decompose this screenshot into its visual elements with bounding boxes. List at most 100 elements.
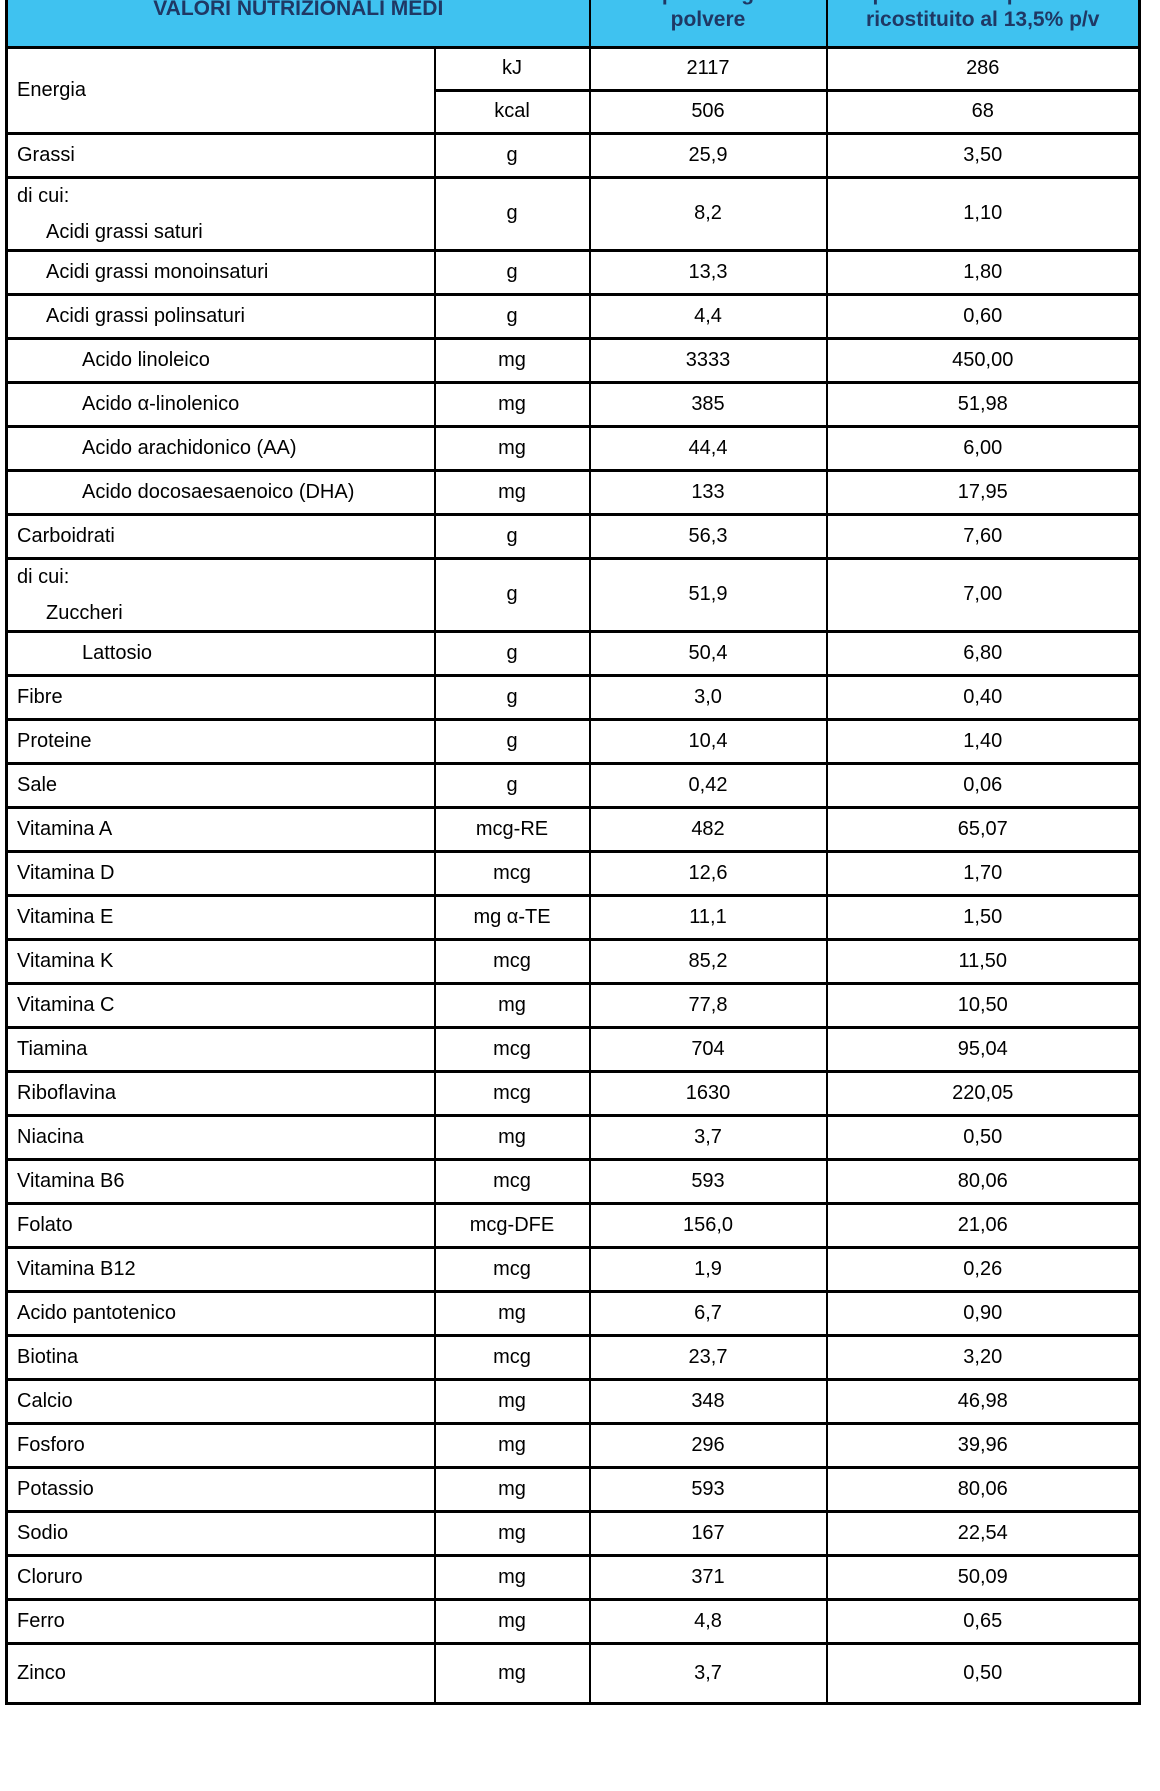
row-value-reconstituted: 0,90 — [825, 1289, 1141, 1337]
row-value-reconstituted: 3,20 — [825, 1333, 1141, 1381]
row-unit: mcg-RE — [433, 805, 591, 853]
row-unit: mg α-TE — [433, 893, 591, 941]
row-value-reconstituted: 0,26 — [825, 1245, 1141, 1293]
row-value-reconstituted: 3,50 — [825, 131, 1141, 179]
row-unit: mg — [433, 336, 591, 384]
row-value-reconstituted: 220,05 — [825, 1069, 1141, 1117]
table-row: Cloruro mg 371 50,09 — [5, 1553, 1141, 1601]
row-label-text: Biotina — [17, 1346, 79, 1368]
row-value-per100g: 348 — [588, 1377, 828, 1425]
row-value-per100g: 25,9 — [588, 131, 828, 179]
row-label: Vitamina E — [5, 893, 436, 941]
row-label: Vitamina C — [5, 981, 436, 1029]
header-col-reconstituted-clipped-line: per 100 ml di prodotto — [829, 0, 1138, 4]
row-unit: g — [433, 673, 591, 721]
row-label-text: Vitamina D — [17, 862, 115, 884]
row-value-per100g: 23,7 — [588, 1333, 828, 1381]
row-label: Acido pantotenico — [5, 1289, 436, 1337]
header-col-powder-label: polvere — [670, 8, 746, 31]
row-value-per100g: 6,7 — [588, 1289, 828, 1337]
row-value-per100g: 1630 — [588, 1069, 828, 1117]
row-label-text: Acidi grassi monoinsaturi — [46, 261, 269, 283]
row-label-text: Vitamina K — [17, 950, 114, 972]
row-value-per100g: 593 — [588, 1465, 828, 1513]
row-label-text: di cui: — [17, 565, 70, 588]
table-row: Sale g 0,42 0,06 — [5, 761, 1141, 809]
row-label: Sodio — [5, 1509, 436, 1557]
row-unit: g — [433, 131, 591, 179]
row-unit: g — [433, 248, 591, 296]
header-col-reconstituted-stack: per 100 ml di prodotto ricostituito al 1… — [829, 0, 1138, 31]
row-label: Acidi grassi monoinsaturi — [5, 248, 436, 296]
row-label: Riboflavina — [5, 1069, 436, 1117]
table-row: Proteine g 10,4 1,40 — [5, 717, 1141, 765]
row-unit: g — [433, 717, 591, 765]
table-row: Biotina mcg 23,7 3,20 — [5, 1333, 1141, 1381]
row-unit: kJ — [433, 45, 591, 92]
table-row: Potassio mg 593 80,06 — [5, 1465, 1141, 1513]
row-value-reconstituted: 7,00 — [825, 556, 1141, 633]
row-value-per100g: 12,6 — [588, 849, 828, 897]
row-unit: mcg — [433, 937, 591, 985]
row-unit: mcg — [433, 849, 591, 897]
row-label-text: Fibre — [17, 686, 63, 708]
table-row: di cui: Zuccheri g 51,9 7,00 — [5, 556, 1141, 633]
row-unit: g — [433, 556, 591, 633]
row-label: Lattosio — [5, 629, 436, 677]
row-label: Ferro — [5, 1597, 436, 1645]
row-value-per100g: 133 — [588, 468, 828, 516]
row-value-per100g: 506 — [588, 88, 828, 135]
row-label: Acido docosaesaenoico (DHA) — [5, 468, 436, 516]
row-value-per100g: 3333 — [588, 336, 828, 384]
row-value-reconstituted: 0,50 — [825, 1641, 1141, 1705]
table-row-energia-kj: Energia kJ 2117 286 — [5, 45, 1141, 135]
row-label-text: Proteine — [17, 730, 92, 752]
row-value-reconstituted: 0,06 — [825, 761, 1141, 809]
row-label-text: Acido docosaesaenoico (DHA) — [82, 481, 355, 503]
table-row: Tiamina mcg 704 95,04 — [5, 1025, 1141, 1073]
row-unit: kcal — [433, 88, 591, 135]
row-unit: mg — [433, 1421, 591, 1469]
row-unit: mg — [433, 1465, 591, 1513]
table-row-energia-kcal: kcal 506 68 — [7, 88, 1141, 135]
row-sublabel-text: Acidi grassi saturi — [46, 220, 203, 243]
row-label-text: Acido linoleico — [82, 349, 210, 371]
row-label: Fosforo — [5, 1421, 436, 1469]
table-row: Vitamina C mg 77,8 10,50 — [5, 981, 1141, 1029]
row-label: di cui: Acidi grassi saturi — [5, 175, 436, 252]
row-value-reconstituted: 1,80 — [825, 248, 1141, 296]
table-header: VALORI NUTRIZIONALI MEDI per 100 g polve… — [5, 0, 1141, 49]
table-title: VALORI NUTRIZIONALI MEDI — [153, 0, 444, 20]
header-col-powder-stack: per 100 g polvere — [592, 0, 825, 31]
row-value-per100g: 704 — [588, 1025, 828, 1073]
row-unit: mg — [433, 1641, 591, 1705]
table-row: Zinco mg 3,7 0,50 — [5, 1641, 1141, 1705]
table-row: Riboflavina mcg 1630 220,05 — [5, 1069, 1141, 1117]
row-unit: mcg-DFE — [433, 1201, 591, 1249]
row-unit: mg — [433, 424, 591, 472]
row-value-reconstituted: 10,50 — [825, 981, 1141, 1029]
row-label: Acidi grassi polinsaturi — [5, 292, 436, 340]
row-value-per100g: 156,0 — [588, 1201, 828, 1249]
row-label: Potassio — [5, 1465, 436, 1513]
table-row: Vitamina B6 mcg 593 80,06 — [5, 1157, 1141, 1205]
row-value-reconstituted: 1,70 — [825, 849, 1141, 897]
row-label: Cloruro — [5, 1553, 436, 1601]
row-label: di cui: Zuccheri — [5, 556, 436, 633]
row-unit: mg — [433, 1289, 591, 1337]
row-value-per100g: 51,9 — [588, 556, 828, 633]
row-unit: mcg — [433, 1245, 591, 1293]
row-label-text: Vitamina E — [17, 906, 114, 928]
table-row: Fibre g 3,0 0,40 — [5, 673, 1141, 721]
row-label-text: Riboflavina — [17, 1082, 116, 1104]
row-value-per100g: 371 — [588, 1553, 828, 1601]
table-row: Niacina mg 3,7 0,50 — [5, 1113, 1141, 1161]
table-row: di cui: Acidi grassi saturi g 8,2 1,10 — [5, 175, 1141, 252]
table-row: Acidi grassi monoinsaturi g 13,3 1,80 — [5, 248, 1141, 296]
row-label: Vitamina B6 — [5, 1157, 436, 1205]
row-value-reconstituted: 46,98 — [825, 1377, 1141, 1425]
row-value-per100g: 85,2 — [588, 937, 828, 985]
row-label-text: Vitamina B6 — [17, 1170, 125, 1192]
row-value-per100g: 11,1 — [588, 893, 828, 941]
row-value-per100g: 56,3 — [588, 512, 828, 560]
